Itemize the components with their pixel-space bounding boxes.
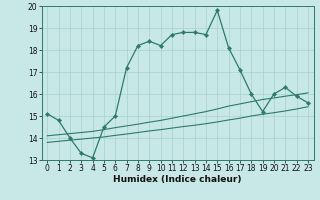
X-axis label: Humidex (Indice chaleur): Humidex (Indice chaleur) <box>113 175 242 184</box>
